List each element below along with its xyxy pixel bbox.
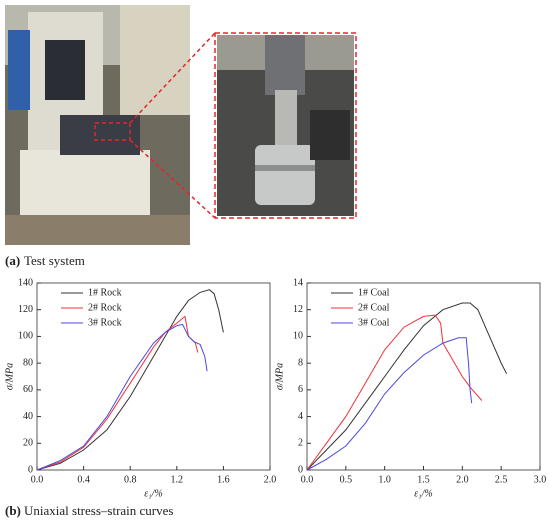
x-tick-label: 2.0 xyxy=(456,474,469,485)
y-tick-label: 2 xyxy=(298,438,303,449)
y-axis-label: σ/MPa xyxy=(4,363,15,390)
legend-label: 1# Rock xyxy=(88,287,122,298)
y-tick-label: 14 xyxy=(293,277,303,288)
y-tick-label: 6 xyxy=(298,384,303,395)
caption: Uniaxial stress–strain curves xyxy=(24,503,173,518)
y-tick-label: 100 xyxy=(18,331,33,342)
y-tick-label: 10 xyxy=(293,331,303,342)
y-tick-label: 0 xyxy=(28,464,33,475)
legend-label: 1# Coal xyxy=(358,287,390,298)
series-line xyxy=(306,314,483,471)
detail-frame xyxy=(214,32,357,219)
y-tick-label: 8 xyxy=(298,357,303,368)
y-tick-label: 140 xyxy=(18,277,33,288)
x-axis-label: ε₁/% xyxy=(144,488,163,499)
y-axis-label: σ/MPa xyxy=(274,363,285,390)
plot-frame xyxy=(36,282,271,471)
y-tick-label: 0 xyxy=(298,464,303,475)
x-tick-label: 1.5 xyxy=(417,474,430,485)
legend-label: 2# Coal xyxy=(358,302,390,313)
series-line xyxy=(306,302,508,471)
x-tick-label: 0.0 xyxy=(31,474,44,485)
y-tick-label: 20 xyxy=(23,438,33,449)
x-tick-label: 1.6 xyxy=(217,474,230,485)
y-tick-label: 120 xyxy=(18,304,33,315)
series-line xyxy=(36,289,224,471)
x-tick-label: 0.8 xyxy=(124,474,137,485)
x-tick-label: 1.2 xyxy=(171,474,184,485)
legend-label: 3# Coal xyxy=(358,317,390,328)
x-tick-label: 1.0 xyxy=(378,474,391,485)
legend-label: 3# Rock xyxy=(88,317,122,328)
plot-frame xyxy=(306,282,541,471)
x-tick-label: 0.5 xyxy=(340,474,353,485)
caption-label: (b) xyxy=(5,503,21,518)
y-tick-label: 40 xyxy=(23,411,33,422)
legend-label: 2# Rock xyxy=(88,302,122,313)
series-line xyxy=(306,337,473,471)
y-tick-label: 4 xyxy=(298,411,303,422)
photo-detail xyxy=(217,35,354,216)
x-tick-label: 0.4 xyxy=(77,474,90,485)
x-tick-label: 2.0 xyxy=(264,474,277,485)
series-line xyxy=(36,323,208,471)
y-tick-label: 12 xyxy=(293,304,303,315)
caption-label: (a) xyxy=(5,253,20,268)
y-tick-label: 80 xyxy=(23,357,33,368)
series-line xyxy=(36,315,199,471)
caption: Test system xyxy=(24,253,85,268)
x-tick-label: 0.0 xyxy=(301,474,314,485)
x-tick-label: 2.5 xyxy=(495,474,508,485)
photo-test-machine xyxy=(5,5,190,245)
x-tick-label: 3.0 xyxy=(534,474,547,485)
x-axis-label: ε₁/% xyxy=(414,488,433,499)
y-tick-label: 60 xyxy=(23,384,33,395)
